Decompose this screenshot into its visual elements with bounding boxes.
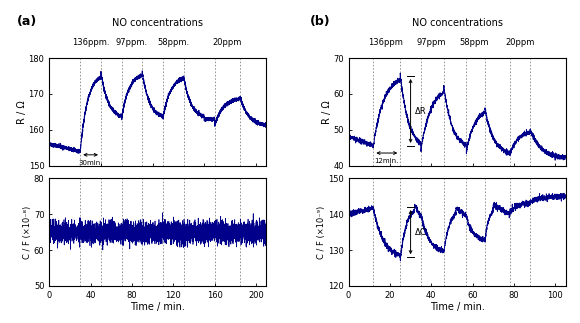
X-axis label: Time / min.: Time / min. — [430, 303, 484, 312]
Text: 97ppm: 97ppm — [416, 38, 446, 47]
Y-axis label: C / F (×10⁻⁹): C / F (×10⁻⁹) — [317, 205, 327, 259]
Text: 30min.: 30min. — [78, 160, 103, 166]
Text: 97ppm.: 97ppm. — [116, 38, 148, 47]
Text: ΔR: ΔR — [415, 107, 426, 116]
Text: 58ppm.: 58ppm. — [157, 38, 189, 47]
Text: NO concentrations: NO concentrations — [412, 18, 502, 28]
Text: (b): (b) — [310, 15, 330, 28]
Text: 20ppm: 20ppm — [212, 38, 242, 47]
Text: NO concentrations: NO concentrations — [113, 18, 203, 28]
Text: 12min.: 12min. — [375, 158, 399, 164]
Text: ΔC: ΔC — [415, 228, 426, 237]
Text: (a): (a) — [17, 15, 37, 28]
Text: 136ppm.: 136ppm. — [72, 38, 110, 47]
Text: 20ppm: 20ppm — [505, 38, 535, 47]
X-axis label: Time / min.: Time / min. — [130, 303, 185, 312]
Text: 58ppm: 58ppm — [460, 38, 490, 47]
Y-axis label: C / F (×10⁻⁸): C / F (×10⁻⁸) — [23, 205, 32, 259]
Y-axis label: R / Ω: R / Ω — [322, 100, 332, 124]
Y-axis label: R / Ω: R / Ω — [17, 100, 27, 124]
Text: 136ppm: 136ppm — [368, 38, 403, 47]
